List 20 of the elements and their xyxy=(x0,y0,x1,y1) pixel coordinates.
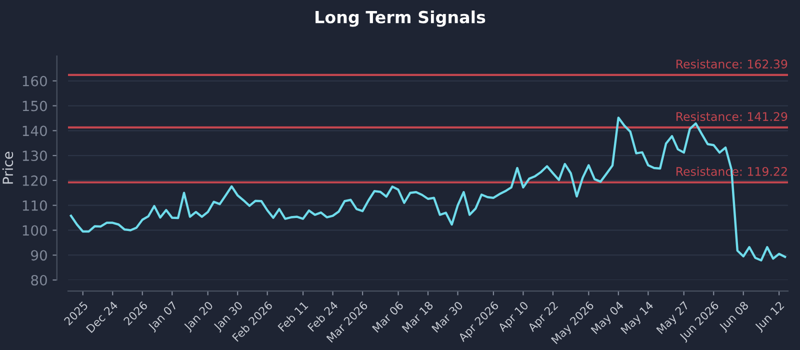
y-tick-label: 130 xyxy=(22,150,47,162)
x-tick-label: Feb 11 xyxy=(277,300,308,332)
x-tick-label: Mar 30 xyxy=(431,300,464,333)
chart-title: Long Term Signals xyxy=(316,10,486,27)
y-tick-label: 140 xyxy=(22,126,47,136)
y-tick-label: 90 xyxy=(31,250,47,261)
y-tick-label: 80 xyxy=(31,274,47,286)
y-tick-label: 110 xyxy=(22,200,47,211)
x-tick-label: Dec 24 xyxy=(86,300,118,334)
ref-line-label: Resistance: 141.29 xyxy=(676,112,788,121)
x-tick-label: Jan 07 xyxy=(147,300,180,333)
x-tick-label: Jun 08 xyxy=(718,300,750,333)
x-tick-label: Jan 20 xyxy=(182,300,215,333)
y-axis-title: Price xyxy=(2,152,14,184)
ref-line-label: Resistance: 162.39 xyxy=(676,59,788,68)
y-tick-label: 160 xyxy=(22,76,47,86)
y-tick-label: 150 xyxy=(22,100,47,112)
y-tick-label: 120 xyxy=(22,175,47,186)
x-tick-label: Jun 12 xyxy=(754,301,786,333)
y-tick-label: 100 xyxy=(22,225,47,236)
